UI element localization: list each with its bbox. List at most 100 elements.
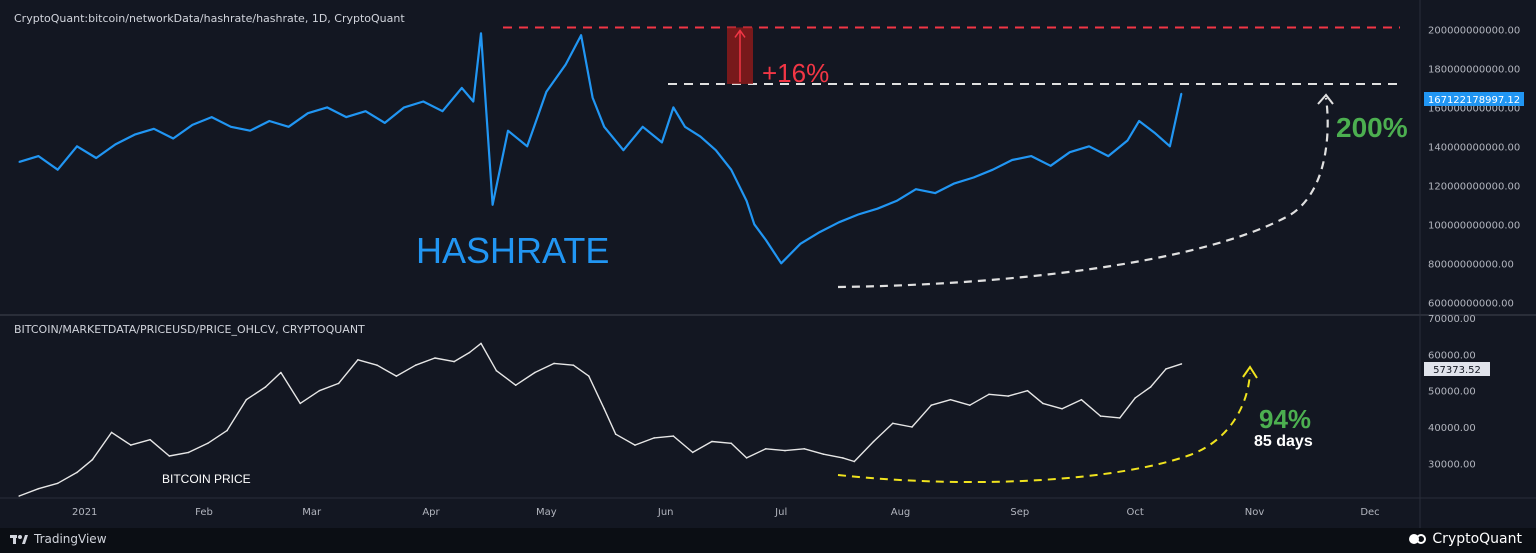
hashrate-point[interactable] xyxy=(857,213,859,216)
hashrate-point[interactable] xyxy=(1126,139,1129,142)
price-point[interactable] xyxy=(911,426,913,428)
price-point[interactable] xyxy=(603,408,605,410)
price-point[interactable] xyxy=(1099,415,1102,417)
hashrate-point[interactable] xyxy=(403,106,405,109)
hashrate-point[interactable] xyxy=(114,143,117,146)
price-point[interactable] xyxy=(930,404,933,407)
hashrate-point[interactable] xyxy=(818,231,821,233)
price-point[interactable] xyxy=(245,398,248,401)
price-point[interactable] xyxy=(588,375,590,377)
hashrate-point[interactable] xyxy=(753,223,756,226)
price-point[interactable] xyxy=(280,371,282,374)
price-point[interactable] xyxy=(480,342,482,345)
hashrate-point[interactable] xyxy=(699,135,702,138)
hashrate-point[interactable] xyxy=(172,137,174,140)
price-point[interactable] xyxy=(1180,363,1183,365)
price-point[interactable] xyxy=(803,448,806,450)
price-point[interactable] xyxy=(514,384,517,387)
hashrate-point[interactable] xyxy=(715,149,717,151)
price-point[interactable] xyxy=(634,444,636,446)
hashrate-point[interactable] xyxy=(133,133,136,136)
price-point[interactable] xyxy=(76,471,78,474)
hashrate-last-value-badge[interactable] xyxy=(1424,92,1524,106)
price-point[interactable] xyxy=(337,382,340,385)
price-point[interactable] xyxy=(653,437,655,439)
hashrate-series-line[interactable] xyxy=(18,32,1183,265)
price-point[interactable] xyxy=(299,402,302,405)
price-point[interactable] xyxy=(395,375,398,377)
price-point[interactable] xyxy=(414,364,417,367)
hashrate-point[interactable] xyxy=(191,124,194,126)
price-point[interactable] xyxy=(949,398,952,401)
hashrate-point[interactable] xyxy=(972,176,975,179)
hashrate-point[interactable] xyxy=(1088,145,1090,148)
hashrate-point[interactable] xyxy=(915,188,917,190)
hashrate-point[interactable] xyxy=(684,126,686,128)
hashrate-point[interactable] xyxy=(326,106,328,109)
price-point[interactable] xyxy=(969,404,971,407)
hashrate-point[interactable] xyxy=(441,110,444,112)
price-point[interactable] xyxy=(672,435,675,437)
price-point[interactable] xyxy=(453,360,455,363)
price-point[interactable] xyxy=(376,364,378,367)
price-point[interactable] xyxy=(784,449,786,452)
hashrate-point[interactable] xyxy=(1153,131,1156,134)
price-point[interactable] xyxy=(357,359,359,361)
chart-svg[interactable]: 2021 Feb Mar Apr May Jun Jul Aug Sep Oct Nov Dec 20… xyxy=(0,0,1536,528)
hashrate-point[interactable] xyxy=(480,32,482,35)
hashrate-point[interactable] xyxy=(992,168,994,171)
price-point[interactable] xyxy=(318,389,321,392)
hashrate-growth-curve[interactable] xyxy=(837,97,1329,289)
hashrate-point[interactable] xyxy=(422,100,425,103)
hashrate-point[interactable] xyxy=(507,129,509,132)
hashrate-point[interactable] xyxy=(745,200,748,202)
price-point[interactable] xyxy=(745,457,748,459)
hashrate-growth-arrow-head[interactable] xyxy=(1317,93,1334,105)
hashrate-point[interactable] xyxy=(345,116,348,118)
price-point[interactable] xyxy=(691,451,694,454)
price-point[interactable] xyxy=(1149,386,1152,388)
tradingview-logo[interactable]: TradingView xyxy=(10,532,107,546)
hashrate-point[interactable] xyxy=(603,126,605,128)
price-point[interactable] xyxy=(168,455,171,457)
hashrate-point[interactable] xyxy=(934,192,936,194)
price-point[interactable] xyxy=(1119,417,1121,419)
price-point[interactable] xyxy=(91,458,94,461)
price-point[interactable] xyxy=(1007,395,1009,397)
hashrate-point[interactable] xyxy=(641,126,644,128)
hashrate-point[interactable] xyxy=(1030,155,1033,157)
price-point[interactable] xyxy=(434,357,436,359)
hashrate-point[interactable] xyxy=(765,239,767,241)
hashrate-point[interactable] xyxy=(1169,145,1171,148)
price-point[interactable] xyxy=(892,422,894,425)
price-point[interactable] xyxy=(226,429,228,432)
hashrate-point[interactable] xyxy=(95,157,97,159)
price-point[interactable] xyxy=(207,442,209,445)
price-growth-curve[interactable] xyxy=(837,372,1251,484)
hashrate-point[interactable] xyxy=(307,112,309,114)
price-point[interactable] xyxy=(130,444,132,446)
hashrate-point[interactable] xyxy=(364,110,367,112)
price-last-value-badge[interactable] xyxy=(1424,362,1490,376)
hashrate-point[interactable] xyxy=(1049,165,1052,167)
hashrate-point[interactable] xyxy=(210,116,213,118)
price-point[interactable] xyxy=(842,457,844,459)
price-point[interactable] xyxy=(1061,408,1063,410)
hashrate-point[interactable] xyxy=(895,200,898,202)
hashrate-point[interactable] xyxy=(472,100,475,103)
hashrate-point[interactable] xyxy=(564,63,567,66)
hashrate-point[interactable] xyxy=(461,87,463,89)
hashrate-point[interactable] xyxy=(268,120,271,122)
hashrate-point[interactable] xyxy=(1069,151,1071,153)
price-point[interactable] xyxy=(1042,402,1044,405)
price-point[interactable] xyxy=(614,433,617,436)
price-point[interactable] xyxy=(872,440,875,443)
price-point[interactable] xyxy=(822,453,825,456)
hashrate-point[interactable] xyxy=(799,243,802,245)
hashrate-point[interactable] xyxy=(661,141,663,144)
price-point[interactable] xyxy=(1026,389,1029,392)
cryptoquant-logo[interactable]: CryptoQuant xyxy=(1408,531,1522,547)
hashrate-point[interactable] xyxy=(37,155,40,157)
peak-gap-arrow-head[interactable] xyxy=(734,29,746,38)
hashrate-point[interactable] xyxy=(780,262,782,265)
